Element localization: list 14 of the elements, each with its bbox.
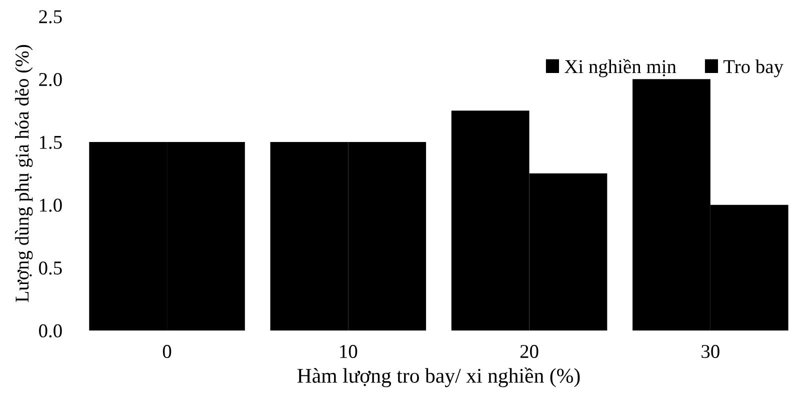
y-tick-label: 2.5 (39, 10, 62, 24)
x-axis-title: Hàm lượng tro bay/ xi nghiền (%) (297, 368, 580, 388)
y-tick-label: 0.0 (39, 324, 62, 338)
x-tick-label: 20 (520, 344, 538, 358)
y-tick-label: 0.5 (39, 261, 62, 275)
x-tick-label: 30 (702, 344, 720, 358)
x-tick-label: 0 (162, 344, 172, 358)
legend-label: Xi nghiền mịn (564, 58, 676, 78)
y-tick-label: 1.0 (40, 198, 62, 212)
y-tick-label: 1.5 (40, 136, 62, 150)
x-tick-label: 10 (340, 344, 358, 358)
y-tick-label: 2.0 (39, 72, 62, 86)
y-axis-title: Lượng dùng phụ gia hóa dẻo (%) (15, 45, 33, 302)
legend-label: Tro bay (724, 60, 784, 78)
